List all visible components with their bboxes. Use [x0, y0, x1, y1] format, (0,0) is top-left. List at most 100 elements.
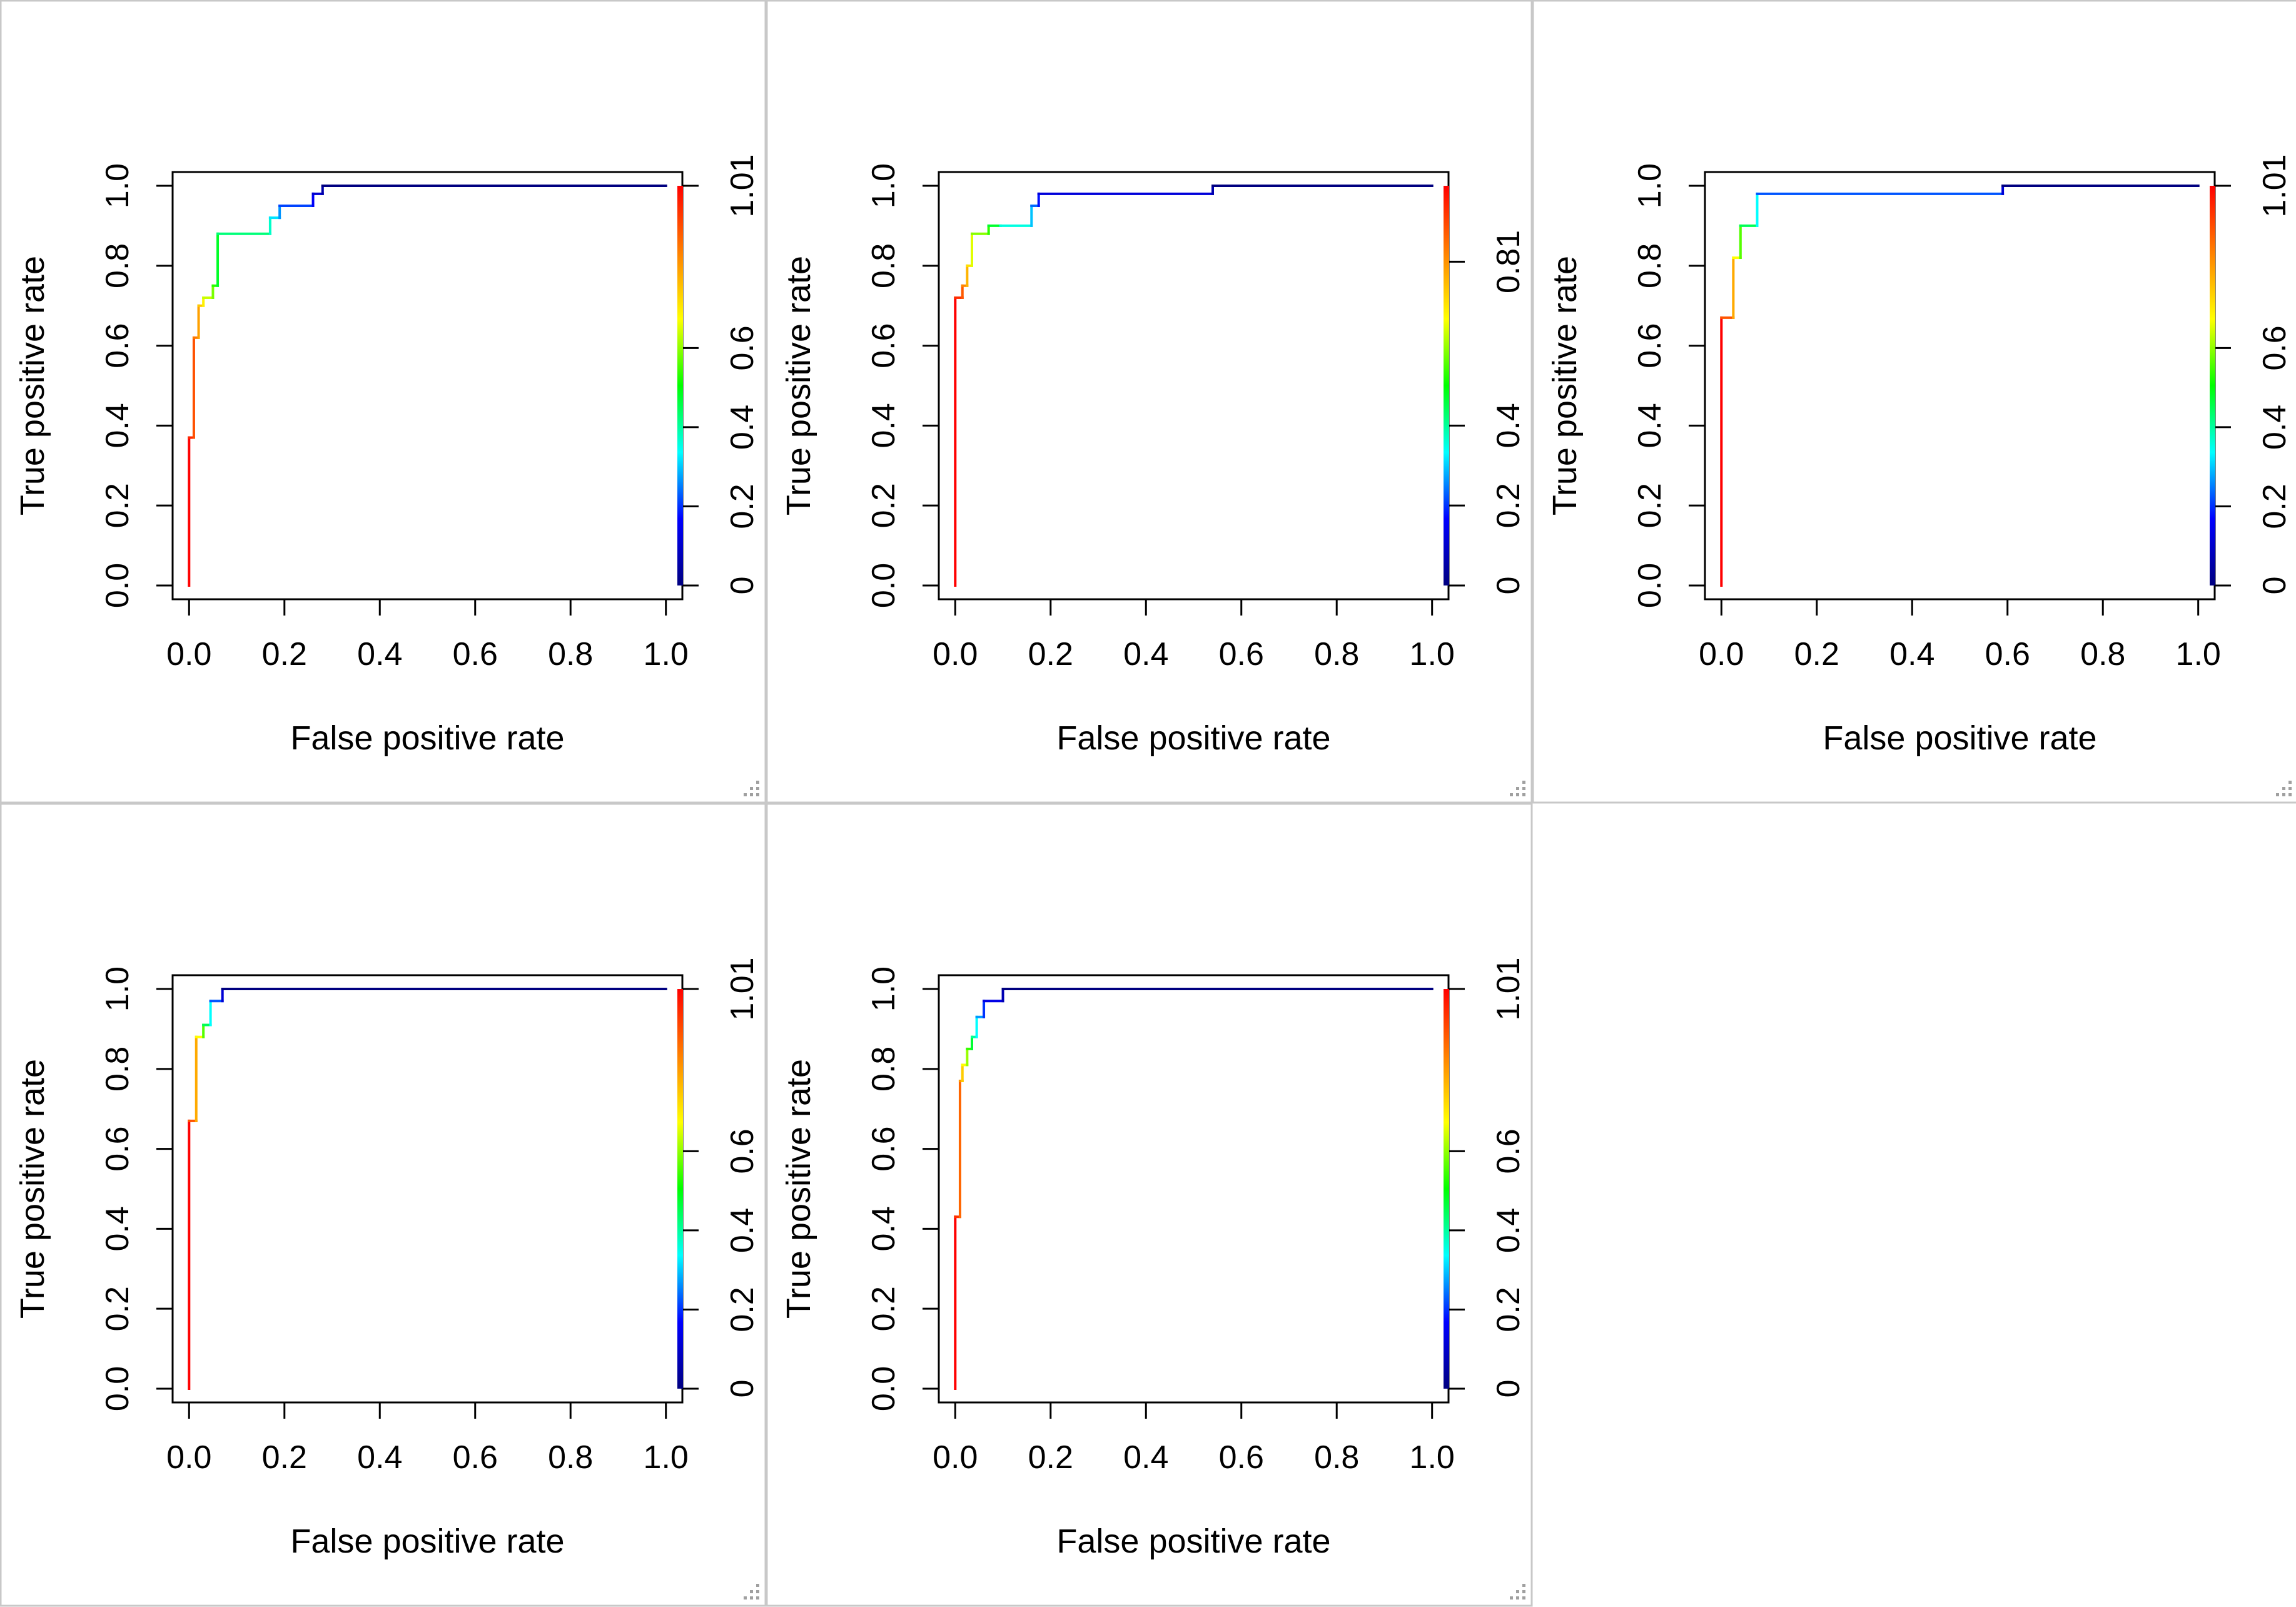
- y-tick-label: 0.8: [99, 243, 136, 288]
- colorbar-tick-label: 0.2: [2257, 484, 2293, 529]
- panel-frame: [0, 0, 767, 804]
- colorbar-tick-label: 1.01: [1490, 957, 1527, 1020]
- x-tick-label: 0.2: [262, 636, 307, 672]
- panel-frame: [766, 803, 1533, 1607]
- y-tick-label: 0.8: [99, 1047, 136, 1092]
- y-tick-label: 0.2: [99, 483, 136, 528]
- y-tick-label: 0.0: [99, 563, 136, 608]
- roc-panel-4: 0.0 0.2 0.4 0.6 0.8 1.0 0.0 0.2 0.4 0.6 0.8 1.0 0 0.2…: [0, 803, 767, 1607]
- colorbar: [677, 989, 683, 1389]
- colorbar-tick-label: 1.01: [724, 957, 761, 1020]
- y-tick-label: 0.6: [99, 1126, 136, 1171]
- y-tick-label: 1.0: [1632, 163, 1668, 208]
- x-tick-label: 0.0: [1699, 636, 1744, 672]
- x-tick-label: 1.0: [1410, 636, 1455, 672]
- panel-frame: [0, 803, 767, 1607]
- y-tick-label: 0.0: [99, 1366, 136, 1411]
- panel-frame: [1532, 0, 2296, 804]
- colorbar-tick-label: 0.2: [1490, 483, 1527, 528]
- x-tick-label: 0.6: [1219, 1439, 1264, 1476]
- x-tick-label: 0.8: [1314, 1439, 1359, 1476]
- x-tick-label: 0.8: [2080, 636, 2125, 672]
- colorbar-tick-label: 0.4: [724, 405, 761, 450]
- x-tick-label: 0.0: [933, 1439, 978, 1476]
- y-axis-title: True positive rate: [14, 1059, 51, 1319]
- y-tick-label: 1.0: [866, 966, 902, 1011]
- colorbar-tick-label: 0: [724, 576, 761, 594]
- y-tick-label: 0.6: [1632, 323, 1668, 368]
- colorbar-tick-label: 0: [2257, 576, 2293, 594]
- resize-grip-icon[interactable]: [2276, 781, 2292, 796]
- y-axis-title: True positive rate: [14, 256, 51, 515]
- y-tick-label: 1.0: [99, 966, 136, 1011]
- y-tick-label: 0.0: [1632, 563, 1668, 608]
- x-axis-title: False positive rate: [290, 1523, 564, 1560]
- colorbar-tick-label: 0.4: [2257, 405, 2293, 450]
- roc-panel-1: 0.0 0.2 0.4 0.6 0.8 1.0 0.0 0.2 0.4 0.6 0.8 1.0 0 0.2…: [0, 0, 767, 804]
- roc-panel-3: 0.0 0.2 0.4 0.6 0.8 1.0 0.0 0.2 0.4 0.6 0.8 1.0 0 0.2…: [1532, 0, 2296, 804]
- x-tick-label: 0.4: [1123, 636, 1168, 672]
- x-tick-label: 1.0: [644, 1439, 689, 1476]
- y-tick-label: 0.4: [99, 1206, 136, 1251]
- y-tick-label: 0.4: [99, 403, 136, 448]
- y-tick-label: 0.0: [866, 563, 902, 608]
- colorbar-tick-label: 0.2: [724, 484, 761, 529]
- x-tick-label: 0.4: [1889, 636, 1934, 672]
- colorbar-tick-label: 0.6: [724, 325, 761, 370]
- colorbar: [1444, 989, 1449, 1389]
- x-axis-title: False positive rate: [1823, 719, 2096, 757]
- y-tick-label: 0.6: [866, 323, 902, 368]
- colorbar-tick-label: 0.4: [724, 1208, 761, 1253]
- y-tick-label: 0.2: [99, 1286, 136, 1331]
- x-tick-label: 0.6: [453, 636, 498, 672]
- y-tick-label: 0.4: [866, 1206, 902, 1251]
- y-axis-title: True positive rate: [1546, 256, 1584, 515]
- x-tick-label: 0.2: [1028, 636, 1073, 672]
- roc-panel-2: 0.0 0.2 0.4 0.6 0.8 1.0 0.0 0.2 0.4 0.6 0.8 1.0 0 0.2…: [766, 0, 1533, 804]
- y-tick-label: 0.6: [866, 1126, 902, 1171]
- colorbar-tick-label: 0.4: [1490, 1208, 1527, 1253]
- y-axis-title: True positive rate: [780, 256, 817, 515]
- resize-grip-icon[interactable]: [744, 1584, 759, 1599]
- x-tick-label: 0.6: [1219, 636, 1264, 672]
- y-tick-label: 0.6: [99, 323, 136, 368]
- colorbar: [677, 186, 683, 586]
- x-tick-label: 0.4: [1123, 1439, 1168, 1476]
- colorbar-tick-label: 0.2: [1490, 1287, 1527, 1332]
- colorbar-tick-label: 0.4: [1490, 403, 1527, 448]
- x-axis-title: False positive rate: [1056, 1523, 1330, 1560]
- x-tick-label: 0.8: [548, 1439, 593, 1476]
- x-tick-label: 0.6: [1985, 636, 2030, 672]
- y-tick-label: 0.4: [866, 403, 902, 448]
- x-tick-label: 0.4: [357, 1439, 402, 1476]
- colorbar-tick-label: 0.6: [2257, 325, 2293, 370]
- x-tick-label: 1.0: [2176, 636, 2221, 672]
- colorbar-tick-label: 0: [1490, 576, 1527, 594]
- colorbar-tick-label: 0.6: [1490, 1128, 1527, 1174]
- colorbar-tick-label: 0.2: [724, 1287, 761, 1332]
- resize-grip-icon[interactable]: [1510, 781, 1525, 796]
- colorbar-tick-label: 1.01: [724, 154, 761, 217]
- colorbar-tick-label: 0: [724, 1379, 761, 1397]
- x-axis-title: False positive rate: [290, 719, 564, 757]
- y-tick-label: 0.2: [866, 483, 902, 528]
- y-tick-label: 0.8: [866, 243, 902, 288]
- roc-panel-5: 0.0 0.2 0.4 0.6 0.8 1.0 0.0 0.2 0.4 0.6 0.8 1.0 0 0.2…: [766, 803, 1533, 1607]
- x-tick-label: 0.0: [166, 636, 211, 672]
- y-tick-label: 0.8: [866, 1047, 902, 1092]
- y-tick-label: 0.2: [866, 1286, 902, 1331]
- y-tick-label: 0.0: [866, 1366, 902, 1411]
- x-tick-label: 0.8: [548, 636, 593, 672]
- x-tick-label: 0.2: [1028, 1439, 1073, 1476]
- colorbar: [1444, 186, 1449, 586]
- resize-grip-icon[interactable]: [744, 781, 759, 796]
- colorbar-tick-label: 0: [1490, 1379, 1527, 1397]
- x-tick-label: 0.2: [1794, 636, 1839, 672]
- resize-grip-icon[interactable]: [1510, 1584, 1525, 1599]
- x-axis-title: False positive rate: [1056, 719, 1330, 757]
- x-tick-label: 0.2: [262, 1439, 307, 1476]
- y-tick-label: 1.0: [99, 163, 136, 208]
- x-tick-label: 0.0: [166, 1439, 211, 1476]
- colorbar-tick-label: 1.01: [2257, 154, 2293, 217]
- x-tick-label: 0.4: [357, 636, 402, 672]
